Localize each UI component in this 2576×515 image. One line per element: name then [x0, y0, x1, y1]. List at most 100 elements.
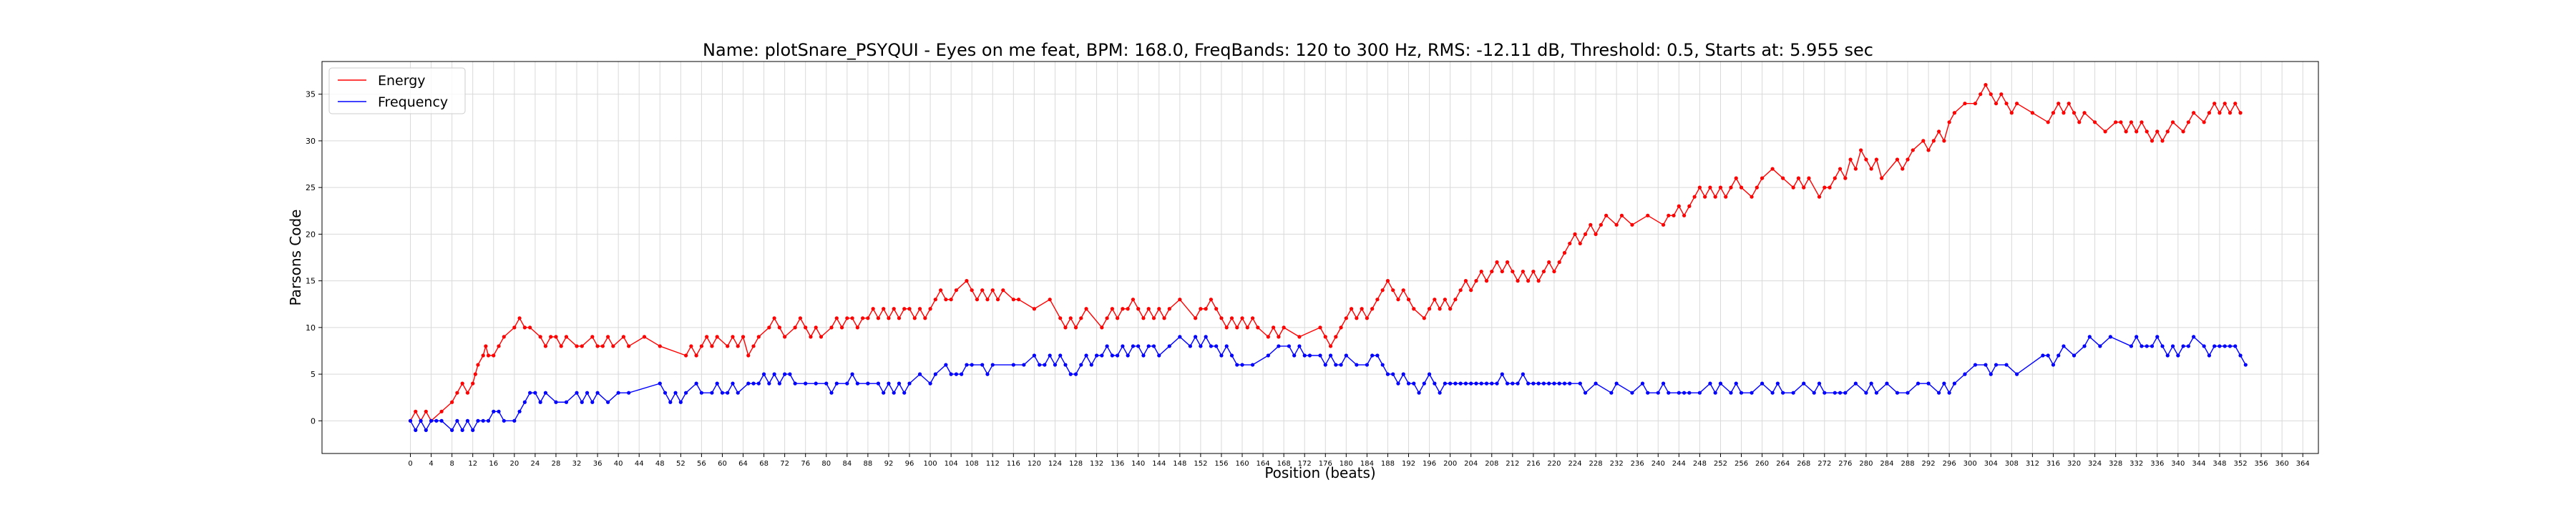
data-point-frequency — [2135, 335, 2139, 339]
data-point-frequency — [658, 381, 662, 386]
data-point-frequency — [1417, 391, 1421, 395]
y-tick-label: 25 — [306, 183, 316, 192]
legend-label-energy: Energy — [378, 73, 426, 89]
data-point-energy — [1323, 335, 1327, 339]
data-point-energy — [1942, 139, 1946, 143]
x-tick-label: 108 — [965, 460, 979, 468]
data-point-frequency — [1209, 344, 1214, 348]
data-point-frequency — [887, 381, 891, 386]
x-tick-label: 92 — [884, 460, 894, 468]
data-point-energy — [522, 325, 527, 330]
data-point-energy — [1526, 279, 1531, 283]
data-point-energy — [1583, 232, 1588, 236]
data-point-energy — [1692, 195, 1697, 199]
data-point-energy — [1406, 298, 1411, 302]
y-tick-label: 5 — [311, 370, 316, 379]
data-point-energy — [912, 316, 917, 320]
data-point-frequency — [1339, 363, 1343, 367]
data-point-frequency — [1219, 353, 1224, 358]
data-point-frequency — [1916, 381, 1921, 386]
data-point-energy — [476, 363, 480, 367]
data-point-frequency — [533, 391, 537, 395]
x-tick-label: 200 — [1443, 460, 1457, 468]
data-point-frequency — [1131, 344, 1136, 348]
data-point-energy — [1937, 129, 1941, 134]
data-point-energy — [1048, 298, 1052, 302]
data-point-frequency — [715, 381, 719, 386]
data-point-frequency — [1682, 391, 1687, 395]
x-tick-label: 332 — [2129, 460, 2143, 468]
data-point-frequency — [575, 391, 579, 395]
data-point-frequency — [1479, 381, 1483, 386]
data-point-frequency — [1667, 391, 1671, 395]
data-point-frequency — [1266, 353, 1270, 358]
x-tick-label: 104 — [945, 460, 958, 468]
data-point-energy — [783, 335, 787, 339]
data-point-frequency — [928, 381, 932, 386]
data-point-frequency — [1697, 391, 1702, 395]
data-point-frequency — [907, 381, 912, 386]
x-tick-label: 232 — [1610, 460, 1624, 468]
data-point-frequency — [497, 409, 501, 413]
data-point-energy — [1926, 148, 1931, 152]
data-point-energy — [424, 409, 428, 413]
data-point-frequency — [1963, 372, 1967, 376]
data-point-energy — [2145, 129, 2149, 134]
data-point-energy — [2223, 102, 2227, 106]
data-point-energy — [538, 335, 542, 339]
data-point-energy — [2030, 111, 2034, 115]
plot-frame — [321, 61, 2319, 454]
data-point-energy — [1843, 176, 1848, 180]
x-tick-label: 300 — [1963, 460, 1977, 468]
data-point-energy — [2057, 102, 2061, 106]
data-point-energy — [1235, 325, 1239, 330]
data-point-frequency — [1942, 381, 1946, 386]
x-tick-label: 248 — [1693, 460, 1707, 468]
data-point-energy — [1495, 260, 1499, 265]
data-point-frequency — [2041, 353, 2045, 358]
data-point-energy — [1479, 269, 1483, 274]
data-point-frequency — [944, 363, 948, 367]
data-point-frequency — [850, 372, 854, 376]
data-point-frequency — [1838, 391, 1843, 395]
data-point-energy — [1079, 316, 1083, 320]
data-point-energy — [1511, 269, 1515, 274]
data-point-frequency — [1552, 381, 1556, 386]
data-point-energy — [907, 307, 912, 311]
data-point-energy — [1073, 325, 1078, 330]
data-point-frequency — [1224, 344, 1229, 348]
data-point-energy — [1516, 279, 1520, 283]
data-point-frequency — [1521, 372, 1525, 376]
data-point-energy — [1750, 195, 1754, 199]
data-point-energy — [1433, 298, 1437, 302]
data-point-energy — [2135, 129, 2139, 134]
x-tick-label: 140 — [1131, 460, 1145, 468]
data-point-frequency — [2170, 344, 2175, 348]
data-point-energy — [1755, 185, 1759, 190]
data-point-frequency — [2145, 344, 2149, 348]
data-point-frequency — [481, 418, 485, 423]
data-point-frequency — [522, 400, 527, 404]
data-point-energy — [1703, 195, 1707, 199]
x-tick-label: 48 — [655, 460, 665, 468]
data-point-frequency — [761, 372, 766, 376]
data-point-energy — [1833, 176, 1837, 180]
data-point-frequency — [2212, 344, 2217, 348]
data-point-frequency — [668, 400, 673, 404]
data-point-frequency — [1536, 381, 1541, 386]
data-point-frequency — [2098, 344, 2102, 348]
x-tick-label: 44 — [635, 460, 644, 468]
data-point-energy — [689, 344, 693, 348]
data-point-frequency — [1141, 353, 1146, 358]
data-point-energy — [1853, 167, 1858, 171]
data-point-energy — [642, 335, 647, 339]
data-point-energy — [2192, 111, 2196, 115]
data-point-energy — [746, 353, 751, 358]
data-point-energy — [606, 335, 610, 339]
x-tick-label: 240 — [1652, 460, 1665, 468]
x-tick-label: 352 — [2233, 460, 2247, 468]
data-point-frequency — [1178, 335, 1182, 339]
data-point-frequency — [933, 372, 937, 376]
data-point-frequency — [985, 372, 990, 376]
data-point-frequency — [512, 418, 517, 423]
